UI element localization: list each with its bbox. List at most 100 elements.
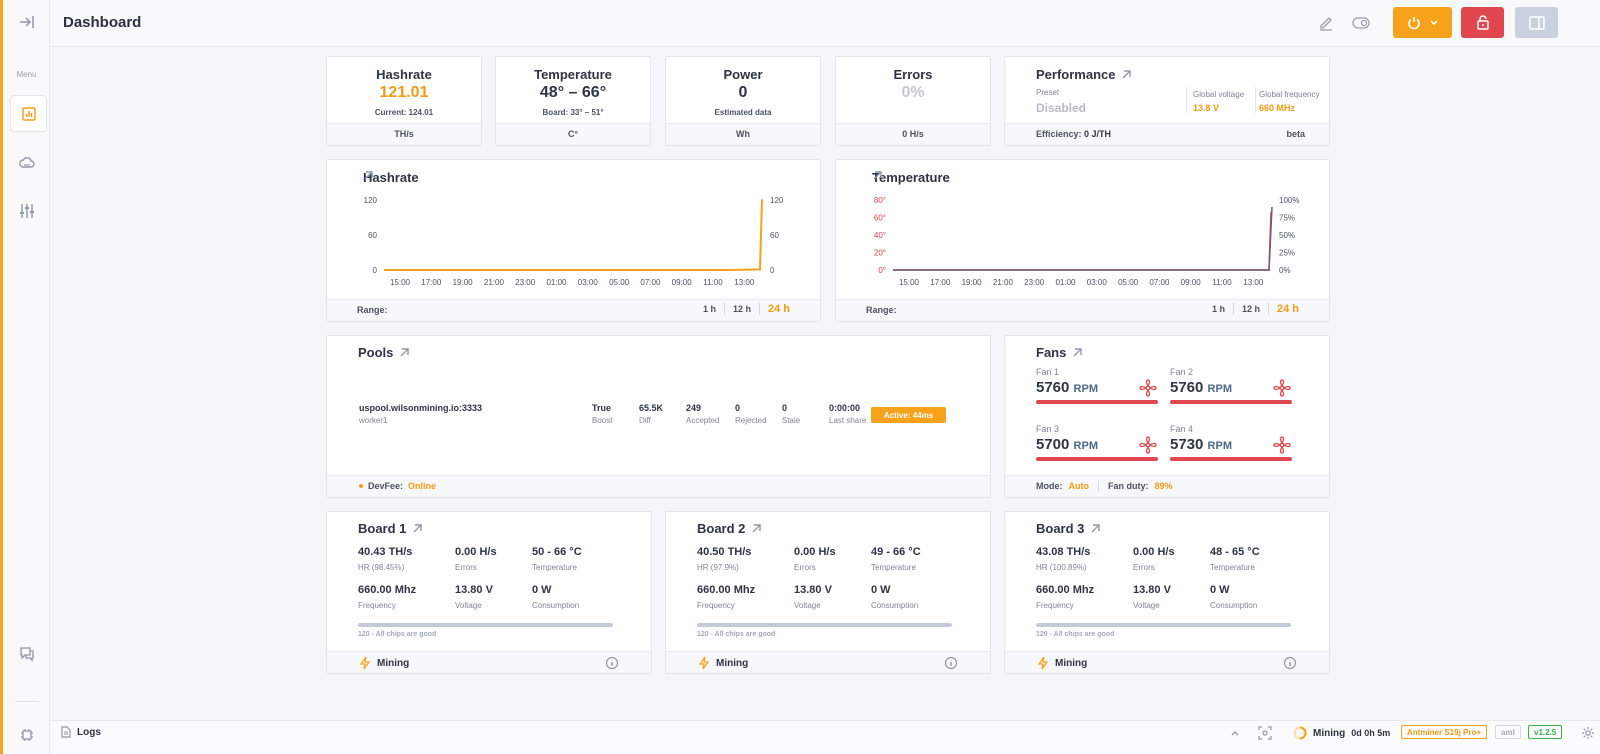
range-12h[interactable]: 12 h	[1241, 304, 1260, 314]
spinner-icon	[1293, 726, 1307, 740]
power-menu-button[interactable]	[1393, 7, 1452, 38]
pool-rejected-label: Rejected	[735, 416, 767, 425]
card-title: Temperature	[872, 170, 950, 185]
efficiency-label: Efficiency:	[1036, 129, 1082, 139]
x-tick-label: 05:00	[1118, 278, 1139, 287]
range-selector: 1 h 12 h 24 h	[703, 303, 790, 315]
board-temperature: 49 - 66 °C	[871, 546, 921, 558]
info-icon[interactable]	[944, 656, 958, 670]
range-12h[interactable]: 12 h	[732, 304, 751, 314]
performance-title[interactable]: Performance	[1036, 67, 1132, 82]
pools-title[interactable]: Pools	[358, 345, 410, 360]
fan-icon	[1139, 379, 1157, 397]
y-tick-label: 80°	[874, 196, 886, 205]
board-status-label: Mining	[716, 657, 749, 669]
hashrate-chart-card: Hashrate 0 0 60 60 120 120 15:00 17:00 19:00 21:0…	[326, 159, 821, 322]
pool-worker: worker1	[359, 416, 388, 425]
temperature-chart-card: Temperature 0° 20° 40° 60° 80° 0% 25% 50% 75% 100…	[835, 159, 1330, 322]
temperature-chart: 0° 20° 40° 60° 80° 0% 25% 50% 75% 100% 15:00 17:00 1…	[874, 196, 1300, 287]
fan-4: Fan 4 5730 RPM	[1170, 424, 1292, 461]
board-voltage: 13.80 V	[1133, 584, 1171, 596]
pool-accepted: 249	[686, 403, 702, 413]
y-tick-label-right: 50%	[1279, 231, 1295, 240]
power-note: Estimated data	[714, 108, 772, 117]
fan-rpm-value: 5700	[1036, 436, 1070, 453]
fan-rpm-unit: RPM	[1207, 440, 1232, 452]
fan-mode-label: Mode:	[1036, 481, 1063, 491]
x-tick-label: 23:00	[515, 278, 536, 287]
fan-rpm-value: 5760	[1170, 379, 1204, 396]
fan-speed-bar	[1170, 457, 1292, 461]
y-tick-label: 120	[364, 196, 378, 205]
board-title[interactable]: Board 3	[1036, 521, 1101, 536]
stat-unit: 0 H/s	[902, 129, 924, 139]
chip-status: 120 - All chips are good	[358, 631, 437, 638]
y-tick-label: 40°	[874, 231, 886, 240]
fan-mode-status: Mode: Auto Fan duty: 89%	[1036, 481, 1173, 492]
mining-status: Mining 0d 0h 5m	[1293, 726, 1390, 740]
gear-icon[interactable]	[1581, 726, 1595, 740]
range-label: Range:	[357, 305, 388, 315]
model-badge: Antminer S19j Pro+	[1401, 725, 1488, 739]
pool-last-share: 0:00:00	[829, 403, 861, 413]
external-link-icon	[413, 524, 423, 533]
locate-icon[interactable]	[1258, 726, 1272, 740]
board-consumption-label: Consumption	[871, 601, 919, 610]
unlock-button[interactable]	[1461, 7, 1504, 38]
info-icon[interactable]	[1283, 656, 1297, 670]
board-temperature-label: Temperature	[871, 563, 916, 572]
chevron-up-icon[interactable]	[1230, 729, 1240, 737]
board-consumption: 0 W	[871, 584, 891, 596]
toggle-button[interactable]	[1348, 7, 1374, 38]
stat-title: Hashrate	[376, 67, 432, 82]
collapse-sidebar-icon[interactable]	[3, 14, 50, 30]
info-icon[interactable]	[605, 656, 619, 670]
sidebar-item-support[interactable]	[3, 646, 50, 662]
x-tick-label: 15:00	[390, 278, 411, 287]
fan-duty-value: 89%	[1154, 481, 1173, 491]
range-24h[interactable]: 24 h	[767, 303, 790, 315]
x-tick-label: 17:00	[421, 278, 442, 287]
preset-label: Preset	[1036, 88, 1060, 97]
fan-label: Fan 3	[1036, 424, 1060, 434]
y-tick-label: 20°	[874, 249, 886, 258]
pool-rejected: 0	[735, 403, 741, 413]
sidebar-item-pools[interactable]	[3, 155, 50, 171]
external-link-icon	[752, 524, 762, 533]
board-temperature: Board: 33° – 51°	[542, 108, 604, 117]
board-title[interactable]: Board 2	[697, 521, 762, 536]
y-tick-label: 0°	[878, 266, 886, 275]
card-title: Pools	[358, 345, 394, 360]
stat-unit: C°	[567, 129, 579, 139]
pool-last-share-label: Last share	[829, 416, 867, 425]
pool-boost-label: Boost	[592, 416, 613, 425]
hashrate-chart-title[interactable]: Hashrate	[363, 170, 419, 185]
board-consumption: 0 W	[1210, 584, 1230, 596]
chat-icon	[19, 647, 34, 662]
fan-speed-bar	[1170, 400, 1292, 404]
status-footer: Logs Mining 0d 0h 5m Antminer S19j Pro+ …	[50, 720, 1600, 754]
sidebar-item-settings[interactable]	[3, 203, 50, 219]
range-1h[interactable]: 1 h	[1211, 304, 1225, 314]
range-1h[interactable]: 1 h	[702, 304, 716, 314]
fans-title[interactable]: Fans	[1036, 345, 1083, 360]
chip-icon	[20, 729, 33, 741]
global-voltage-label: Global voltage	[1193, 90, 1245, 99]
logs-toggle[interactable]: Logs	[61, 726, 101, 738]
power-stat-card: Power 0 Estimated data Wh	[665, 56, 821, 146]
sidebar-item-dashboard[interactable]	[10, 95, 47, 132]
card-title: Board 1	[358, 521, 407, 536]
temperature-chart-title[interactable]: Temperature	[872, 170, 950, 185]
external-link-icon	[873, 171, 882, 180]
board-title[interactable]: Board 1	[358, 521, 423, 536]
panel-toggle-button[interactable]	[1515, 7, 1558, 38]
fan-2: Fan 2 5760 RPM	[1170, 367, 1292, 404]
edit-button[interactable]	[1313, 7, 1339, 38]
y-tick-label-right: 60	[770, 231, 779, 240]
sidebar-item-hardware[interactable]	[3, 727, 50, 743]
fan-1: Fan 1 5760 RPM	[1036, 367, 1158, 404]
range-24h[interactable]: 24 h	[1276, 303, 1299, 315]
external-link-icon	[364, 171, 373, 180]
temperature-stat-card: Temperature 48° – 66° Board: 33° – 51° C…	[495, 56, 651, 146]
x-tick-label: 05:00	[609, 278, 630, 287]
